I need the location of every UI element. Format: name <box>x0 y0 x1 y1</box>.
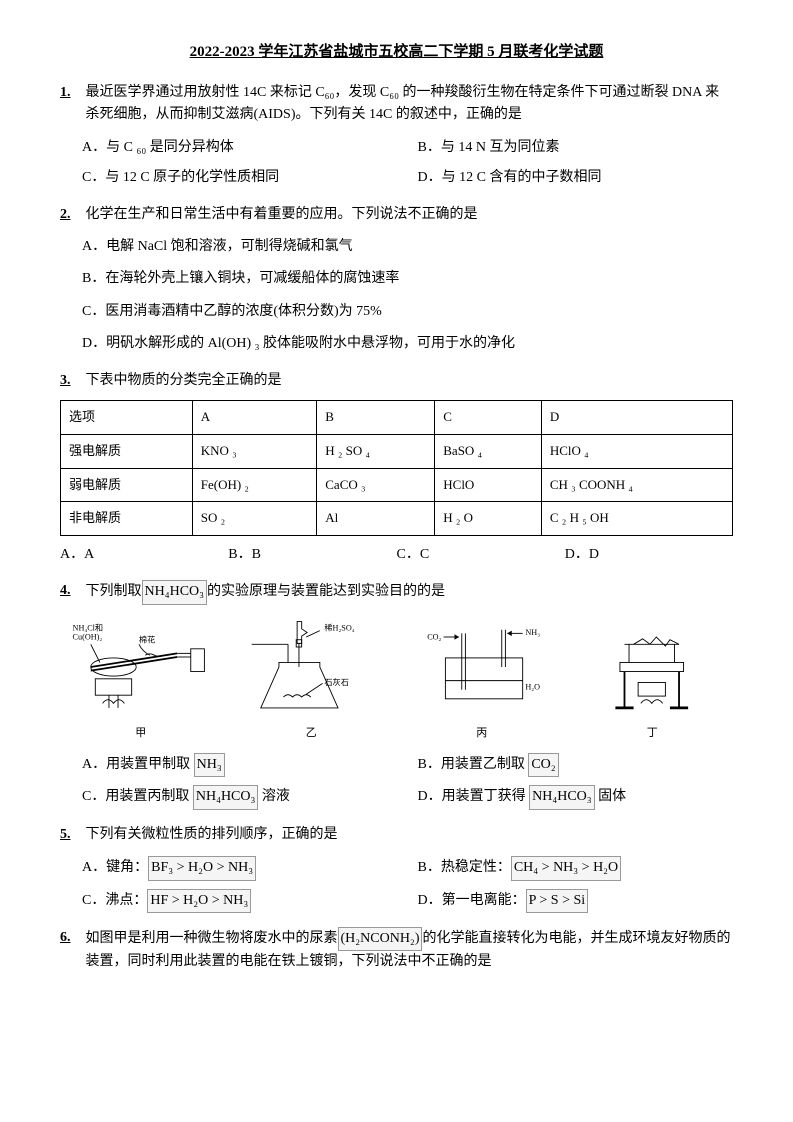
diagram-yi: 稀H₂SO₄ 石灰石 乙 <box>230 617 392 743</box>
q2-option-b: B．在海轮外壳上镶入铜块，可减缓船体的腐蚀速率 <box>82 268 733 290</box>
q3-r0c2: H ₂ SO ₄ <box>317 434 435 468</box>
q3-th0: 选项 <box>61 400 193 434</box>
q3-r2c1: SO ₂ <box>192 502 317 536</box>
caption-bing: 丙 <box>401 725 563 743</box>
q3-th1: A <box>192 400 317 434</box>
caption-jia: 甲 <box>60 725 222 743</box>
q4-diagrams: NH₄Cl和 Cu(OH)₂ 棉花 甲 稀H₂S <box>60 617 733 743</box>
q3-option-d: D．D <box>565 544 733 566</box>
q5-option-c: C．沸点：HF > H₂O > NH₃ <box>82 889 398 913</box>
q3-stem: 下表中物质的分类完全正确的是 <box>86 370 733 392</box>
question-1: 1. 最近医学界通过用放射性 14C 来标记 C₆₀，发现 C₆₀ 的一种羧酸衍… <box>60 82 733 190</box>
svg-text:CO₂: CO₂ <box>427 633 441 642</box>
q3-th4: D <box>541 400 732 434</box>
q1-num: 1. <box>60 82 82 104</box>
question-2: 2. 化学在生产和日常生活中有着重要的应用。下列说法不正确的是 A．电解 NaC… <box>60 204 733 356</box>
caption-yi: 乙 <box>230 725 392 743</box>
q4-stem: 下列制取NH₄HCO₃的实验原理与装置能达到实验目的的是 <box>86 580 733 604</box>
q3-num: 3. <box>60 370 82 392</box>
q6-stem-box: (H₂NCONH₂) <box>338 927 423 951</box>
q4-option-d: D．用装置丁获得 NH₄HCO₃ 固体 <box>418 785 734 809</box>
diagram-ding: 丁 <box>571 617 733 743</box>
question-5: 5. 下列有关微粒性质的排列顺序，正确的是 A．键角：BF₃ > H₂O > N… <box>60 824 733 913</box>
q3-r0c3: BaSO ₄ <box>435 434 542 468</box>
q1-option-c: C．与 12 C 原子的化学性质相同 <box>82 167 398 189</box>
q4-stem-box: NH₄HCO₃ <box>142 580 208 604</box>
q3-option-c: C．C <box>397 544 565 566</box>
svg-text:石灰石: 石灰石 <box>325 677 350 687</box>
q4-option-c: C．用装置丙制取 NH₄HCO₃ 溶液 <box>82 785 398 809</box>
question-3: 3. 下表中物质的分类完全正确的是 选项 A B C D 强电解质 KNO ₃ … <box>60 370 733 567</box>
q2-option-d: D．明矾水解形成的 Al(OH) ₃ 胶体能吸附水中悬浮物，可用于水的净化 <box>82 333 733 355</box>
q1-option-d: D．与 12 C 含有的中子数相同 <box>418 167 734 189</box>
q3-r0c4: HClO ₄ <box>541 434 732 468</box>
q2-stem: 化学在生产和日常生活中有着重要的应用。下列说法不正确的是 <box>86 204 733 226</box>
q3-th3: C <box>435 400 542 434</box>
q5-stem: 下列有关微粒性质的排列顺序，正确的是 <box>86 824 733 846</box>
q3-r1c4: CH ₃ COONH ₄ <box>541 468 732 502</box>
q3-r1c3: HClO <box>435 468 542 502</box>
svg-text:棉花: 棉花 <box>139 634 155 644</box>
q4-option-a: A．用装置甲制取 NH₃ <box>82 753 398 777</box>
q3-r0c0: 强电解质 <box>61 434 193 468</box>
q1-option-b: B．与 14 N 互为同位素 <box>418 137 734 159</box>
q3-option-a: A．A <box>60 544 228 566</box>
page-title: 2022-2023 学年江苏省盐城市五校高二下学期 5 月联考化学试题 <box>60 40 733 64</box>
q2-option-c: C．医用消毒酒精中乙醇的浓度(体积分数)为 75% <box>82 301 733 323</box>
diagram-bing: CO₂ NH₃ H₂O 丙 <box>401 617 563 743</box>
q3-r0c1: KNO ₃ <box>192 434 317 468</box>
q6-num: 6. <box>60 927 82 949</box>
q3-r2c3: H ₂ O <box>435 502 542 536</box>
q3-r1c1: Fe(OH) ₂ <box>192 468 317 502</box>
q4-num: 4. <box>60 580 82 602</box>
q3-r2c4: C ₂ H ₅ OH <box>541 502 732 536</box>
q3-table: 选项 A B C D 强电解质 KNO ₃ H ₂ SO ₄ BaSO ₄ HC… <box>60 400 733 536</box>
q2-option-a: A．电解 NaCl 饱和溶液，可制得烧碱和氯气 <box>82 236 733 258</box>
q4-option-b: B．用装置乙制取 CO₂ <box>418 753 734 777</box>
diagram-jia: NH₄Cl和 Cu(OH)₂ 棉花 甲 <box>60 617 222 743</box>
q3-r1c2: CaCO ₃ <box>317 468 435 502</box>
q1-option-a: A．与 C ₆₀ 是同分异构体 <box>82 137 398 159</box>
q6-stem: 如图甲是利用一种微生物将废水中的尿素(H₂NCONH₂)的化学能直接转化为电能，… <box>86 927 733 974</box>
q3-option-b: B．B <box>228 544 396 566</box>
svg-text:稀H₂SO₄: 稀H₂SO₄ <box>325 623 355 633</box>
q3-th2: B <box>317 400 435 434</box>
q3-r2c2: Al <box>317 502 435 536</box>
question-6: 6. 如图甲是利用一种微生物将废水中的尿素(H₂NCONH₂)的化学能直接转化为… <box>60 927 733 974</box>
q5-num: 5. <box>60 824 82 846</box>
svg-text:Cu(OH)₂: Cu(OH)₂ <box>73 633 103 642</box>
q1-stem: 最近医学界通过用放射性 14C 来标记 C₆₀，发现 C₆₀ 的一种羧酸衍生物在… <box>86 82 733 127</box>
q3-r1c0: 弱电解质 <box>61 468 193 502</box>
q5-option-a: A．键角：BF₃ > H₂O > NH₃ <box>82 856 398 880</box>
q2-num: 2. <box>60 204 82 226</box>
q3-r2c0: 非电解质 <box>61 502 193 536</box>
question-4: 4. 下列制取NH₄HCO₃的实验原理与装置能达到实验目的的是 NH₄Cl和 C… <box>60 580 733 809</box>
caption-ding: 丁 <box>571 725 733 743</box>
svg-text:H₂O: H₂O <box>525 683 540 692</box>
q5-option-b: B．热稳定性：CH₄ > NH₃ > H₂O <box>418 856 734 880</box>
q5-option-d: D．第一电离能：P > S > Si <box>418 889 734 913</box>
svg-text:NH₃: NH₃ <box>525 628 540 637</box>
svg-text:NH₄Cl和: NH₄Cl和 <box>73 624 104 633</box>
